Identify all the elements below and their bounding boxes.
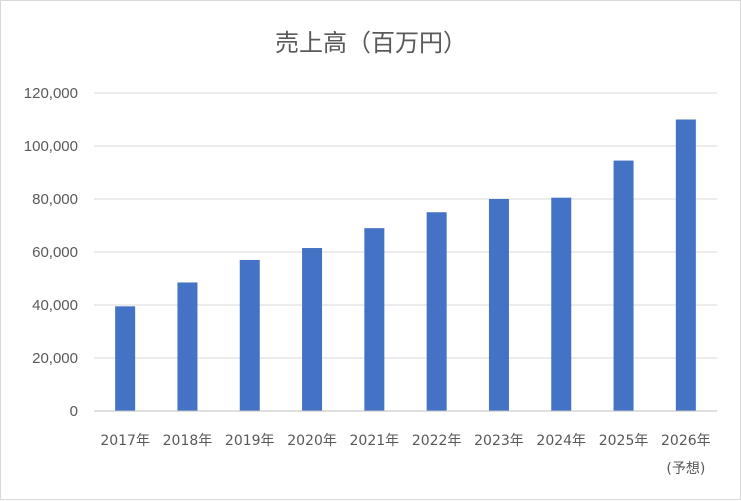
gridlines: [94, 92, 717, 359]
x-tick-label: 2022年: [412, 433, 462, 449]
x-tick-label: 2025年: [599, 433, 649, 449]
bar: [364, 228, 385, 411]
chart-title: 売上高（百万円）: [275, 29, 467, 57]
x-tick-label: 2024年: [536, 433, 586, 449]
y-tick-label: 20,000: [32, 350, 78, 367]
bar: [302, 248, 323, 411]
y-axis-tick-labels: 0 20,000 40,000 60,000 80,000 100,000 120,000: [24, 85, 78, 420]
bar: [613, 160, 634, 411]
bar: [675, 119, 696, 411]
x-tick-label: 2021年: [350, 433, 400, 449]
x-tick-label: 2017年: [100, 433, 150, 449]
bar: [426, 212, 447, 411]
bar: [239, 259, 260, 411]
bar: [488, 199, 509, 411]
x-tick-label: 2020年: [287, 433, 337, 449]
y-tick-label: 120,000: [24, 85, 78, 102]
bar: [177, 282, 198, 411]
x-tick-label: 2023年: [474, 433, 524, 449]
y-tick-label: 0: [70, 403, 78, 420]
x-axis-tick-labels: 2017年 2018年 2019年 2020年 2021年 2022年 2023年 2024年…: [100, 433, 710, 477]
y-tick-label: 80,000: [32, 191, 78, 208]
y-tick-label: 60,000: [32, 244, 78, 261]
x-tick-label: 2026年: [661, 433, 711, 449]
bars: [115, 119, 696, 411]
x-tick-note: (予想): [666, 461, 705, 477]
bar: [551, 197, 572, 411]
x-tick-label: 2018年: [163, 433, 213, 449]
y-tick-label: 100,000: [24, 138, 78, 155]
x-tick-label: 2019年: [225, 433, 275, 449]
bar: [115, 306, 136, 411]
y-tick-label: 40,000: [32, 297, 78, 314]
